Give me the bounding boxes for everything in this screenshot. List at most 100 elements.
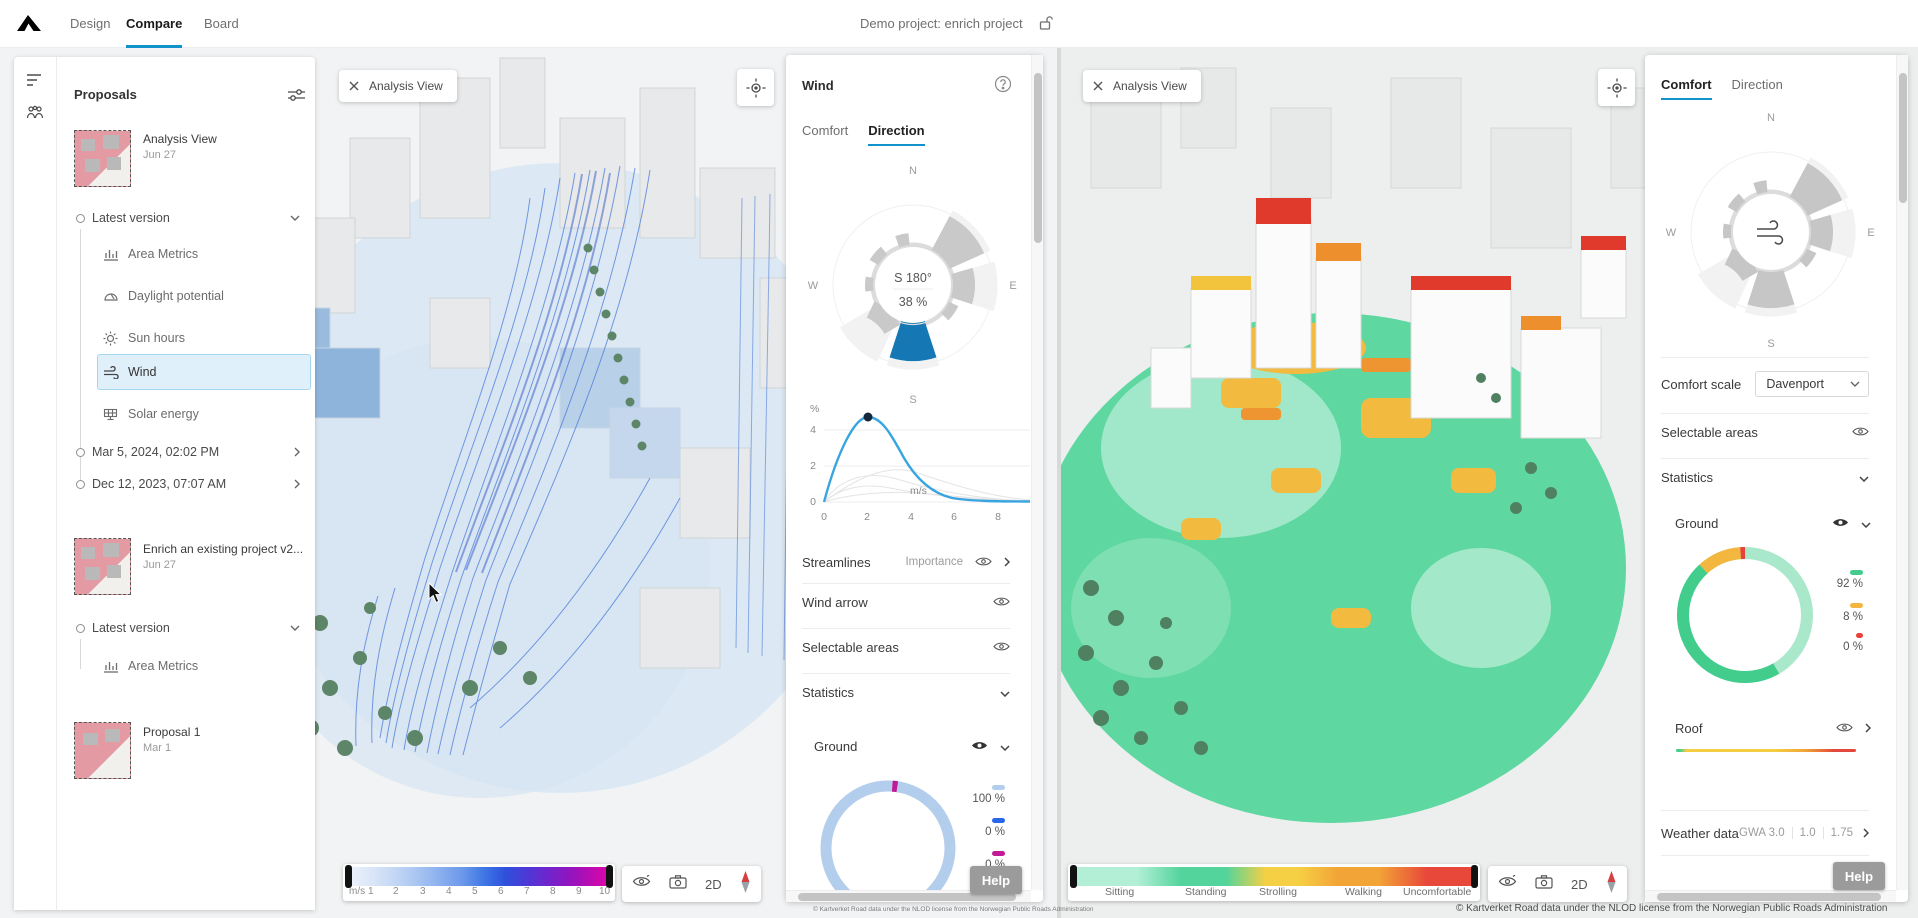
analysis-item-sun-hours[interactable]: Sun hours [98,321,310,355]
visibility-eye-icon[interactable] [632,874,651,893]
distribution-peak-marker[interactable] [863,412,873,422]
analysis-item-daylight[interactable]: Daylight potential [98,279,310,313]
comfort-panel-hscrollbar[interactable] [1645,890,1896,902]
chevron-down-icon[interactable] [1000,739,1010,754]
proposal-name[interactable]: Proposal 1 [143,725,201,739]
scale-handle-max[interactable] [606,865,613,888]
chevron-right-icon[interactable] [1863,826,1870,841]
eye-icon-active[interactable] [1832,516,1849,531]
camera-icon[interactable] [1535,874,1553,894]
eye-icon[interactable] [1852,425,1869,440]
version-row[interactable]: Latest version [58,615,314,641]
compass-icon[interactable] [1606,870,1617,898]
radio-icon[interactable] [76,479,85,489]
chevron-down-icon[interactable] [290,215,300,221]
eye-icon-active[interactable] [971,739,988,754]
comfort-scale-dropdown[interactable]: Davenport [1755,371,1869,397]
wind-panel-hscrollbar[interactable] [786,890,1031,902]
version-row[interactable]: Latest version [58,205,314,231]
svg-text:0: 0 [810,496,816,508]
collaborators-icon[interactable] [26,105,44,126]
wind-panel-vscrollbar[interactable] [1031,55,1043,890]
left-help-button[interactable]: Help [970,866,1022,894]
rose-frequency-value: 38 % [899,295,928,309]
comfort-wind-rose[interactable]: N W E S [1661,107,1881,349]
chevron-down-icon[interactable] [1861,516,1871,531]
compass-icon[interactable] [740,870,751,898]
y-axis-unit: % [810,403,819,415]
unlock-icon[interactable] [1038,15,1053,36]
snapshot-row[interactable]: Mar 5, 2024, 02:02 PM [58,439,314,465]
ground-donut-chart[interactable] [800,758,1030,890]
radio-icon[interactable] [76,447,85,457]
camera-icon[interactable] [669,874,687,894]
toggle-2d-button[interactable]: 2D [705,876,722,892]
analysis-item-area-metrics[interactable]: Area Metrics [98,649,310,683]
comfort-panel-vscrollbar[interactable] [1896,55,1908,890]
left-focus-button[interactable] [737,69,774,106]
proposal-name[interactable]: Enrich an existing project v2... [143,542,304,556]
proposal-thumbnail[interactable] [74,130,131,187]
streamlines-mode[interactable]: Importance [905,556,963,568]
tab-comfort[interactable]: Comfort [1661,77,1712,100]
selectable-areas-row[interactable]: Selectable areas [1661,414,1869,451]
tree-connector [80,639,81,669]
chevron-down-icon[interactable] [290,625,300,631]
scale-handle-min[interactable] [345,865,352,888]
chevron-right-icon[interactable] [294,447,300,457]
eye-icon[interactable] [975,555,992,570]
filter-settings-icon[interactable] [288,88,305,107]
analysis-item-solar[interactable]: Solar energy [98,397,310,431]
wind-distribution-chart[interactable]: % 4 2 0 0 2 4 6 8 m/s [800,402,1035,527]
scale-handle-max[interactable] [1471,865,1478,888]
proposal-thumbnail[interactable] [74,722,131,779]
autodesk-logo-icon[interactable] [16,12,42,39]
wind-rose-chart[interactable]: S 180° 38 % N W E S [798,160,1028,405]
close-icon[interactable] [349,81,359,91]
tab-direction[interactable]: Direction [868,123,925,146]
chevron-down-icon[interactable] [1859,470,1869,485]
tab-comfort[interactable]: Comfort [802,123,849,138]
eye-icon[interactable] [993,640,1010,655]
radio-icon[interactable] [76,623,85,633]
sort-list-icon[interactable] [26,73,44,92]
compass-n: N [1767,112,1775,124]
right-help-button[interactable]: Help [1833,862,1885,890]
tab-board[interactable]: Board [204,16,239,31]
tab-compare[interactable]: Compare [126,0,183,48]
scale-handle-min[interactable] [1070,865,1077,888]
roof-stats-row[interactable]: Roof [1675,715,1872,741]
tab-direction[interactable]: Direction [1731,77,1783,92]
toggle-2d-button[interactable]: 2D [1571,876,1588,892]
statistics-row[interactable]: Statistics [1661,459,1869,496]
selectable-areas-row[interactable]: Selectable areas [802,629,1010,666]
statistics-row[interactable]: Statistics [802,674,1010,711]
snapshot-row[interactable]: Dec 12, 2023, 07:07 AM [58,471,314,497]
proposal-thumbnail[interactable] [74,538,131,595]
proposal-name[interactable]: Analysis View [143,132,217,146]
wind-arrow-row[interactable]: Wind arrow [802,584,1010,621]
sun-icon [102,331,119,346]
visibility-eye-icon[interactable] [1498,874,1517,893]
ground-stats-row[interactable]: Ground [814,733,1010,759]
analysis-item-area-metrics[interactable]: Area Metrics [98,237,310,271]
wind-speed-scale[interactable]: m/s 1 2 3 4 5 6 7 8 9 10 [343,864,615,901]
chevron-right-icon[interactable] [1004,555,1011,570]
help-question-icon[interactable] [994,75,1012,98]
chevron-right-icon[interactable] [294,479,300,489]
comfort-scale-legend[interactable]: Sitting Standing Strolling Walking Uncom… [1068,864,1480,901]
eye-icon[interactable] [993,595,1010,610]
close-icon[interactable] [1093,81,1103,91]
streamlines-row[interactable]: Streamlines Importance [802,547,1011,577]
right-focus-button[interactable] [1598,69,1635,106]
tab-design[interactable]: Design [70,16,111,31]
comfort-donut-chart[interactable] [1668,541,1823,691]
chevron-down-icon[interactable] [1000,685,1010,700]
ground-stats-row[interactable]: Ground [1675,510,1871,536]
analysis-item-wind[interactable]: Wind [97,354,311,390]
radio-icon[interactable] [76,213,85,223]
weather-data-row[interactable]: Weather data GWA 3.0 1.0 1.75 [1661,817,1870,849]
analysis-label: Area Metrics [128,659,199,673]
chevron-right-icon[interactable] [1865,721,1872,736]
eye-icon[interactable] [1836,721,1853,736]
